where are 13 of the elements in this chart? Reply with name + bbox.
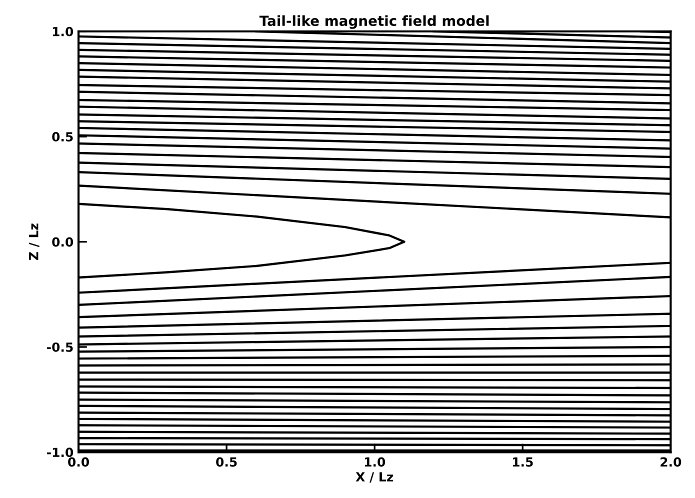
x-tick-label: 0.0 (68, 457, 90, 467)
x-tick-label: 0.5 (216, 457, 237, 467)
y-tick-label: 1.0 (52, 26, 74, 36)
y-tick-label: -1.0 (47, 448, 74, 458)
y-axis-title: Z / Lz (29, 224, 40, 260)
x-axis-title: X / Lz (356, 472, 394, 483)
chart-title: Tail-like magnetic field model (259, 15, 489, 29)
x-tick-label: 2.0 (660, 457, 682, 467)
y-tick-label: 0.0 (52, 237, 74, 247)
x-tick-label: 1.5 (512, 457, 533, 467)
y-tick-label: -0.5 (47, 342, 73, 352)
x-tick-label: 1.0 (364, 457, 386, 467)
y-tick-label: 0.5 (52, 132, 73, 142)
